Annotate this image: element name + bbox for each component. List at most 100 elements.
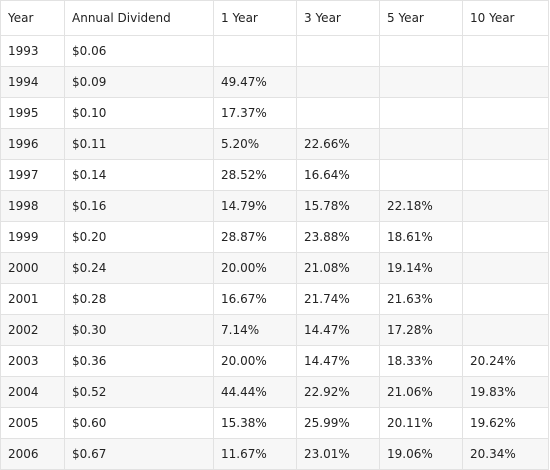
growth-5-year-cell [379,128,463,160]
annual-dividend-cell: $0.06 [64,35,214,67]
annual-dividend-cell: $0.10 [64,97,214,129]
table-row: 2000 $0.24 20.00% 21.08% 19.14% [0,252,549,284]
year-cell: 1997 [0,159,65,191]
year-cell: 1999 [0,221,65,253]
growth-5-year-cell: 21.63% [379,283,463,315]
annual-dividend-cell: $0.11 [64,128,214,160]
growth-1-year-cell: 7.14% [213,314,297,346]
year-cell: 2004 [0,376,65,408]
annual-dividend-cell: $0.16 [64,190,214,222]
annual-dividend-cell: $0.52 [64,376,214,408]
column-header-3-year: 3 Year [296,0,380,36]
column-header-10-year: 10 Year [462,0,549,36]
growth-5-year-cell: 20.11% [379,407,463,439]
growth-1-year-cell: 44.44% [213,376,297,408]
year-cell: 2000 [0,252,65,284]
growth-5-year-cell: 17.28% [379,314,463,346]
table-row: 2001 $0.28 16.67% 21.74% 21.63% [0,283,549,315]
growth-10-year-cell: 19.83% [462,376,549,408]
growth-10-year-cell [462,221,549,253]
growth-5-year-cell [379,66,463,98]
growth-3-year-cell: 15.78% [296,190,380,222]
year-cell: 1996 [0,128,65,160]
growth-3-year-cell: 23.88% [296,221,380,253]
growth-3-year-cell [296,66,380,98]
growth-1-year-cell: 49.47% [213,66,297,98]
growth-1-year-cell: 20.00% [213,345,297,377]
year-cell: 2006 [0,438,65,470]
annual-dividend-cell: $0.28 [64,283,214,315]
growth-5-year-cell: 19.14% [379,252,463,284]
growth-5-year-cell [379,159,463,191]
table-row: 1997 $0.14 28.52% 16.64% [0,159,549,191]
table-row: 2002 $0.30 7.14% 14.47% 17.28% [0,314,549,346]
annual-dividend-cell: $0.14 [64,159,214,191]
table-row: 1999 $0.20 28.87% 23.88% 18.61% [0,221,549,253]
year-cell: 1993 [0,35,65,67]
growth-10-year-cell [462,97,549,129]
growth-10-year-cell: 20.24% [462,345,549,377]
column-header-annual-dividend: Annual Dividend [64,0,214,36]
growth-1-year-cell: 11.67% [213,438,297,470]
table-row: 1994 $0.09 49.47% [0,66,549,98]
growth-5-year-cell [379,97,463,129]
growth-1-year-cell: 17.37% [213,97,297,129]
year-cell: 2003 [0,345,65,377]
growth-5-year-cell: 18.61% [379,221,463,253]
growth-3-year-cell: 22.92% [296,376,380,408]
growth-1-year-cell: 20.00% [213,252,297,284]
table-row: 2006 $0.67 11.67% 23.01% 19.06% 20.34% [0,438,549,470]
table-body: 1993 $0.06 1994 $0.09 49.47% 1995 $0.10 17.37% 1… [0,35,549,470]
growth-3-year-cell: 14.47% [296,345,380,377]
growth-3-year-cell: 21.74% [296,283,380,315]
growth-3-year-cell: 16.64% [296,159,380,191]
table-row: 1998 $0.16 14.79% 15.78% 22.18% [0,190,549,222]
growth-10-year-cell [462,252,549,284]
growth-1-year-cell [213,35,297,67]
growth-1-year-cell: 16.67% [213,283,297,315]
growth-3-year-cell: 14.47% [296,314,380,346]
annual-dividend-cell: $0.24 [64,252,214,284]
growth-1-year-cell: 28.52% [213,159,297,191]
table-row: 1993 $0.06 [0,35,549,67]
growth-10-year-cell [462,314,549,346]
growth-5-year-cell: 21.06% [379,376,463,408]
growth-10-year-cell [462,128,549,160]
table-row: 1996 $0.11 5.20% 22.66% [0,128,549,160]
growth-10-year-cell [462,159,549,191]
growth-10-year-cell: 19.62% [462,407,549,439]
year-cell: 2001 [0,283,65,315]
column-header-year: Year [0,0,65,36]
growth-1-year-cell: 14.79% [213,190,297,222]
table-row: 2003 $0.36 20.00% 14.47% 18.33% 20.24% [0,345,549,377]
growth-5-year-cell: 18.33% [379,345,463,377]
annual-dividend-cell: $0.20 [64,221,214,253]
annual-dividend-cell: $0.36 [64,345,214,377]
growth-3-year-cell: 25.99% [296,407,380,439]
growth-5-year-cell: 19.06% [379,438,463,470]
growth-5-year-cell: 22.18% [379,190,463,222]
year-cell: 1998 [0,190,65,222]
growth-3-year-cell: 23.01% [296,438,380,470]
annual-dividend-cell: $0.30 [64,314,214,346]
growth-10-year-cell [462,66,549,98]
annual-dividend-cell: $0.60 [64,407,214,439]
year-cell: 2005 [0,407,65,439]
column-header-1-year: 1 Year [213,0,297,36]
table-row: 2005 $0.60 15.38% 25.99% 20.11% 19.62% [0,407,549,439]
table-row: 1995 $0.10 17.37% [0,97,549,129]
growth-3-year-cell: 21.08% [296,252,380,284]
annual-dividend-cell: $0.67 [64,438,214,470]
growth-3-year-cell [296,35,380,67]
year-cell: 1994 [0,66,65,98]
year-cell: 1995 [0,97,65,129]
growth-5-year-cell [379,35,463,67]
table-header: Year Annual Dividend 1 Year 3 Year 5 Yea… [0,0,549,36]
growth-3-year-cell [296,97,380,129]
growth-3-year-cell: 22.66% [296,128,380,160]
column-header-5-year: 5 Year [379,0,463,36]
annual-dividend-cell: $0.09 [64,66,214,98]
growth-10-year-cell [462,190,549,222]
growth-1-year-cell: 15.38% [213,407,297,439]
